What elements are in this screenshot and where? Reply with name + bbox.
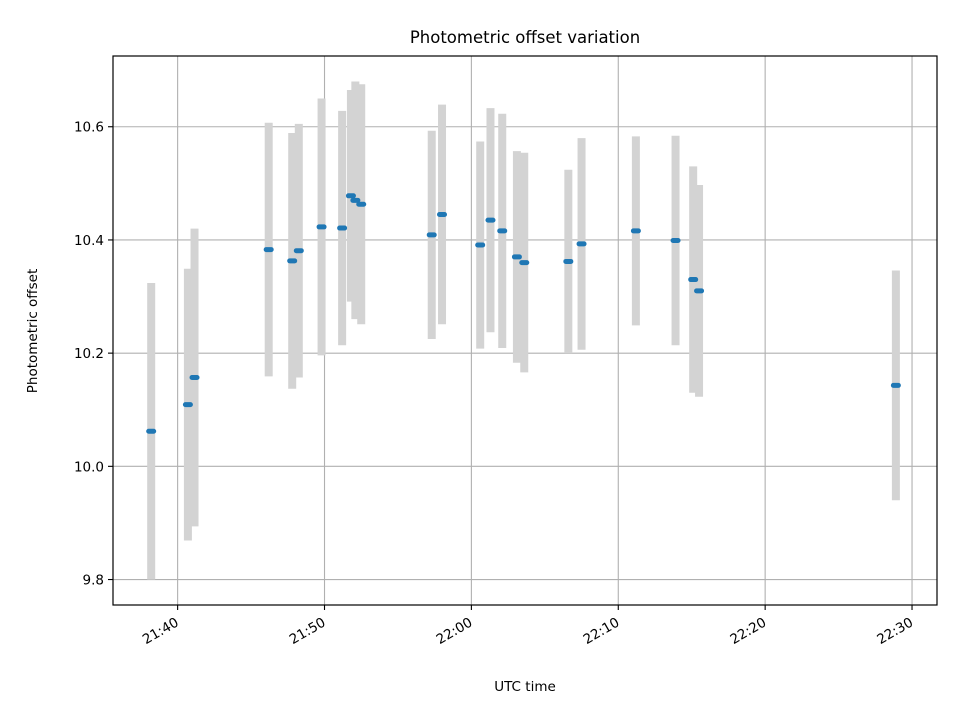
data-point: [182, 402, 193, 408]
y-tick-label: 9.8: [83, 573, 104, 589]
data-point: [293, 248, 304, 254]
data-point: [630, 228, 641, 234]
data-point: [563, 258, 574, 264]
chart-title: Photometric offset variation: [410, 28, 640, 47]
y-axis-label: Photometric offset: [25, 269, 41, 393]
data-point: [345, 193, 356, 199]
data-point: [519, 260, 530, 266]
y-tick-label: 10.0: [74, 459, 104, 475]
data-point: [350, 197, 361, 203]
data-point: [576, 241, 587, 247]
data-point: [356, 201, 367, 207]
grid: [113, 56, 937, 605]
data-point: [426, 232, 437, 238]
data-point: [337, 225, 348, 231]
data-point: [437, 211, 448, 217]
data-point: [475, 242, 486, 248]
data-point: [189, 374, 200, 380]
data-point: [670, 238, 681, 244]
y-tick-label: 10.4: [74, 233, 104, 249]
data-point: [146, 428, 157, 434]
data-point: [485, 217, 496, 223]
data-point: [890, 382, 901, 388]
data-point: [316, 224, 327, 230]
data-point: [688, 277, 699, 283]
data-point: [511, 254, 522, 260]
data-point: [694, 288, 705, 294]
data-point: [497, 228, 508, 234]
data-point: [263, 247, 274, 253]
data-point: [287, 258, 298, 264]
plot-frame: [112, 55, 938, 606]
x-axis-label: UTC time: [494, 679, 556, 695]
data-points: [146, 193, 901, 434]
y-tick-label: 10.6: [74, 120, 104, 136]
y-tick-label: 10.2: [74, 346, 104, 362]
